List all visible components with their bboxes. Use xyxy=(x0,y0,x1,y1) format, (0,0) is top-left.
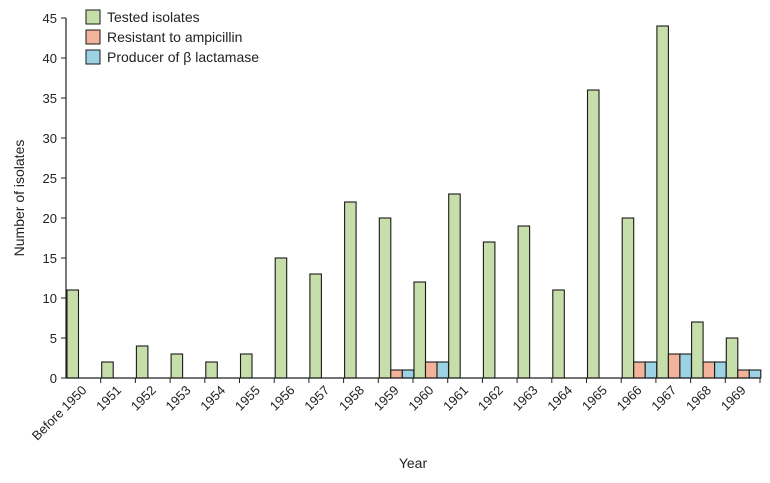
bar-lactamase-10 xyxy=(436,361,450,379)
bar-tested-10 xyxy=(413,281,427,379)
bars-group xyxy=(66,25,762,379)
x-tick-label-0: Before 1950 xyxy=(29,383,90,444)
legend-swatch-1 xyxy=(85,29,101,45)
y-tick-label-3: 15 xyxy=(43,251,57,266)
y-axis-title: Number of isolates xyxy=(11,140,27,257)
legend-label-0: Tested isolates xyxy=(107,9,200,25)
bar-lactamase-18 xyxy=(714,361,727,379)
y-tick-label-0: 0 xyxy=(50,371,57,386)
bar-tested-15 xyxy=(586,89,600,379)
bar-tested-2 xyxy=(135,345,149,379)
x-tick-label-13: 1963 xyxy=(510,383,541,414)
bar-tested-0 xyxy=(66,289,80,379)
x-tick-label-4: 1954 xyxy=(197,383,228,414)
axes-group xyxy=(65,18,760,379)
x-tick-label-3: 1953 xyxy=(163,383,194,414)
x-tick-label-19: 1969 xyxy=(718,383,749,414)
y-tick-label-6: 30 xyxy=(43,131,57,146)
bar-lactamase-19 xyxy=(748,369,762,379)
x-tick-label-16: 1966 xyxy=(614,383,645,414)
bar-tested-16 xyxy=(621,217,635,379)
y-tick-label-4: 20 xyxy=(43,211,57,226)
bar-resistant-9 xyxy=(390,369,403,379)
x-tick-label-9: 1959 xyxy=(371,383,402,414)
bar-lactamase-16 xyxy=(644,361,658,379)
bar-tested-12 xyxy=(482,241,496,379)
legend-swatch-2 xyxy=(85,49,101,65)
x-tick-label-2: 1952 xyxy=(128,383,159,414)
bar-tested-8 xyxy=(344,201,357,379)
bar-tested-14 xyxy=(552,289,565,379)
x-tick-label-11: 1961 xyxy=(440,383,471,414)
bar-resistant-10 xyxy=(424,361,438,379)
bar-tested-1 xyxy=(101,361,114,379)
legend-label-1: Resistant to ampicillin xyxy=(107,29,242,45)
bar-resistant-18 xyxy=(702,361,716,379)
bar-tested-3 xyxy=(170,353,184,379)
bar-resistant-17 xyxy=(667,353,681,379)
x-tick-label-8: 1958 xyxy=(336,383,367,414)
bar-tested-7 xyxy=(309,273,322,379)
bar-lactamase-9 xyxy=(401,369,415,379)
bar-tested-9 xyxy=(378,217,392,379)
y-tick-label-9: 45 xyxy=(43,11,57,26)
bar-tested-13 xyxy=(517,225,531,379)
x-tick-label-18: 1968 xyxy=(683,383,714,414)
bar-resistant-19 xyxy=(737,369,750,379)
x-tick-label-5: 1955 xyxy=(232,383,263,414)
bar-tested-18 xyxy=(691,321,704,379)
bar-tested-11 xyxy=(448,193,461,379)
bar-tested-4 xyxy=(205,361,218,379)
bar-tested-6 xyxy=(274,257,288,379)
legend-label-2: Producer of β lactamase xyxy=(107,49,259,65)
x-tick-label-6: 1956 xyxy=(267,383,298,414)
legend-swatch-0 xyxy=(85,9,101,25)
x-tick-label-10: 1960 xyxy=(405,383,436,414)
y-tick-label-2: 10 xyxy=(43,291,57,306)
x-tick-label-14: 1964 xyxy=(544,383,575,414)
bar-lactamase-17 xyxy=(679,353,692,379)
y-tick-label-7: 35 xyxy=(43,91,57,106)
x-tick-label-7: 1957 xyxy=(301,383,332,414)
y-tick-label-5: 25 xyxy=(43,171,57,186)
legend: Tested isolates Resistant to ampicillin Pr… xyxy=(85,9,259,65)
bar-tested-17 xyxy=(656,25,669,379)
bar-tested-5 xyxy=(239,353,253,379)
x-tick-label-12: 1962 xyxy=(475,383,506,414)
bar-resistant-16 xyxy=(633,361,646,379)
y-tick-label-8: 40 xyxy=(43,51,57,66)
x-tick-label-1: 1951 xyxy=(93,383,124,414)
x-tick-label-15: 1965 xyxy=(579,383,610,414)
x-tick-label-17: 1967 xyxy=(648,383,679,414)
x-axis-title: Year xyxy=(399,455,428,471)
bar-tested-19 xyxy=(725,337,739,379)
y-tick-label-1: 5 xyxy=(50,331,57,346)
